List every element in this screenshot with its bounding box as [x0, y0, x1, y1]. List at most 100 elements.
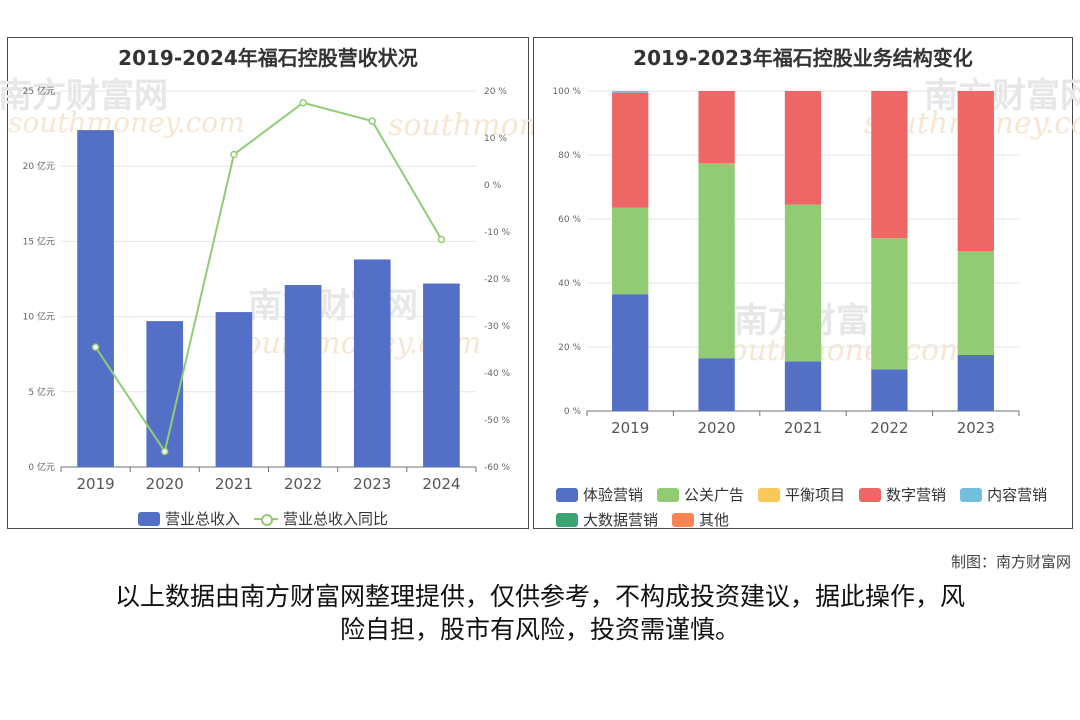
revenue-chart-title: 2019-2024年福石控股营收状况 [118, 46, 418, 70]
stacked-bar-segment [784, 204, 822, 362]
x-tick-label: 2024 [422, 475, 460, 493]
y-right-tick-label: -10 % [484, 228, 511, 238]
y-tick-label: 0 % [564, 407, 582, 417]
stacked-bar-segment [612, 91, 649, 93]
y-left-tick-label: 15 亿元 [23, 235, 55, 247]
legend-item[interactable]: 其他 [672, 509, 729, 530]
x-tick-label: 2023 [353, 475, 391, 493]
stacked-bar-segment [612, 294, 649, 411]
revenue-chart-plot: 0 亿元 5 亿元 10 亿元 15 亿元 20 亿元 25 亿元 -60 % -50 % -4… [23, 85, 511, 493]
legend-item[interactable]: 体验营销 [556, 484, 643, 505]
stacked-bar-segment [698, 163, 735, 359]
revenue-yoy-point [230, 150, 238, 159]
stacked-bar-segment [871, 238, 908, 370]
y-tick-label: 100 % [552, 87, 581, 97]
legend-swatch [556, 487, 578, 502]
stacked-bar-segment [612, 207, 649, 295]
revenue-yoy-line [94, 101, 443, 454]
legend-swatch [758, 487, 781, 502]
legend-label: 内容营销 [987, 486, 1048, 504]
y-right-tick-label: -30 % [484, 322, 511, 332]
legend-item[interactable]: 内容营销 [960, 484, 1047, 505]
y-right-tick-label: 20 % [484, 87, 507, 97]
stacked-bar-segment [871, 91, 908, 239]
revenue-bar [284, 285, 322, 467]
y-tick-label: 40 % [558, 279, 581, 289]
revenue-yoy-point [161, 447, 169, 456]
stacked-bar-segment [957, 251, 994, 355]
legend-swatch-revenue-yoy [254, 512, 279, 526]
revenue-bar [353, 259, 391, 467]
x-tick-label: 2019 [611, 419, 649, 437]
revenue-bar [423, 283, 460, 467]
stacked-bar-segment [784, 361, 822, 411]
revenue-yoy-point [368, 117, 376, 125]
revenue-yoy-point [91, 343, 100, 351]
legend-swatch [556, 512, 578, 527]
disclaimer-line-1: 以上数据由南方财富网整理提供，仅供参考，不构成投资建议，据此操作，风 [114, 582, 965, 611]
stacked-bar-segment [698, 91, 735, 163]
x-tick-label: 2022 [284, 475, 322, 493]
revenue-yoy-point [299, 99, 307, 107]
legend-label-revenue-yoy: 营业总收入同比 [283, 510, 389, 528]
revenue-chart-panel: 南方财富网 southmoney.com 南方财富网 southmoney.co… [0, 37, 642, 529]
y-right-tick-label: 10 % [484, 134, 507, 144]
stacked-bar-segment [784, 91, 822, 205]
y-left-tick-label: 5 亿元 [28, 386, 55, 398]
legend-item[interactable]: 数字营销 [859, 484, 946, 505]
legend-swatch [657, 487, 680, 502]
y-right-tick-label: 0 % [484, 181, 502, 191]
y-tick-label: 20 % [558, 343, 581, 353]
legend-swatch [960, 487, 983, 502]
x-tick-label: 2019 [76, 475, 114, 493]
disclaimer: 以上数据由南方财富网整理提供，仅供参考，不构成投资建议，据此操作，风 险自担，股… [0, 580, 1080, 646]
x-tick-label: 2023 [957, 419, 995, 437]
chart-credit: 制图：南方财富网 [950, 553, 1071, 571]
legend-item-revenue[interactable]: 营业总收入 [138, 508, 240, 529]
stacked-bar-segment [612, 92, 649, 208]
x-tick-label: 2021 [215, 475, 253, 493]
structure-chart-title: 2019-2023年福石控股业务结构变化 [633, 46, 973, 70]
legend-item[interactable]: 公关广告 [657, 484, 744, 505]
legend-label: 体验营销 [583, 486, 644, 504]
revenue-bar [215, 312, 253, 467]
legend-label-revenue: 营业总收入 [165, 510, 241, 528]
stacked-bar-segment [957, 355, 994, 411]
x-tick-label: 2021 [784, 419, 822, 437]
revenue-chart-legend: 营业总收入 营业总收入同比 [138, 508, 388, 529]
x-tick-label: 2022 [870, 419, 908, 437]
legend-swatch [859, 487, 882, 502]
y-tick-label: 60 % [558, 215, 581, 225]
y-tick-label: 80 % [558, 151, 581, 161]
structure-chart-legend: 体验营销 公关广告 平衡项目 数字营销 内容营销大数据营销 其他 [556, 484, 1056, 530]
y-right-tick-label: -20 % [484, 275, 511, 285]
revenue-bar [77, 130, 114, 467]
stacked-bar-segment [871, 369, 908, 411]
stacked-bar-segment [698, 358, 735, 411]
legend-item[interactable]: 大数据营销 [556, 509, 658, 530]
legend-label: 大数据营销 [583, 511, 659, 529]
disclaimer-line-2: 险自担，股市有风险，投资需谨慎。 [339, 615, 740, 644]
legend-swatch [672, 512, 695, 527]
x-tick-label: 2020 [146, 475, 184, 493]
y-left-tick-label: 10 亿元 [23, 311, 55, 323]
stacked-bar-segment [957, 91, 994, 251]
legend-label: 其他 [699, 511, 730, 529]
y-left-tick-label: 25 亿元 [23, 85, 55, 97]
y-right-tick-label: -50 % [484, 416, 511, 426]
legend-swatch-revenue [138, 511, 160, 526]
legend-label: 平衡项目 [785, 486, 846, 504]
revenue-yoy-point [437, 235, 446, 244]
y-left-tick-label: 20 亿元 [23, 160, 55, 172]
structure-chart-plot: 0 % 20 % 40 % 60 % 80 % 100 % 2019 2020 2021 2022… [552, 87, 1020, 437]
legend-item[interactable]: 平衡项目 [758, 484, 845, 505]
structure-chart-panel: 南方财富网 southmoney.com 南方财富网 southmoney.co… [533, 37, 1080, 530]
legend-label: 公关广告 [684, 486, 745, 504]
legend-label: 数字营销 [886, 486, 947, 504]
y-right-tick-label: -40 % [484, 369, 511, 379]
y-left-tick-label: 0 亿元 [28, 461, 55, 473]
revenue-bar [146, 321, 184, 467]
x-tick-label: 2020 [698, 419, 736, 437]
y-right-tick-label: -60 % [484, 463, 511, 473]
legend-item-revenue-yoy[interactable]: 营业总收入同比 [254, 508, 388, 529]
